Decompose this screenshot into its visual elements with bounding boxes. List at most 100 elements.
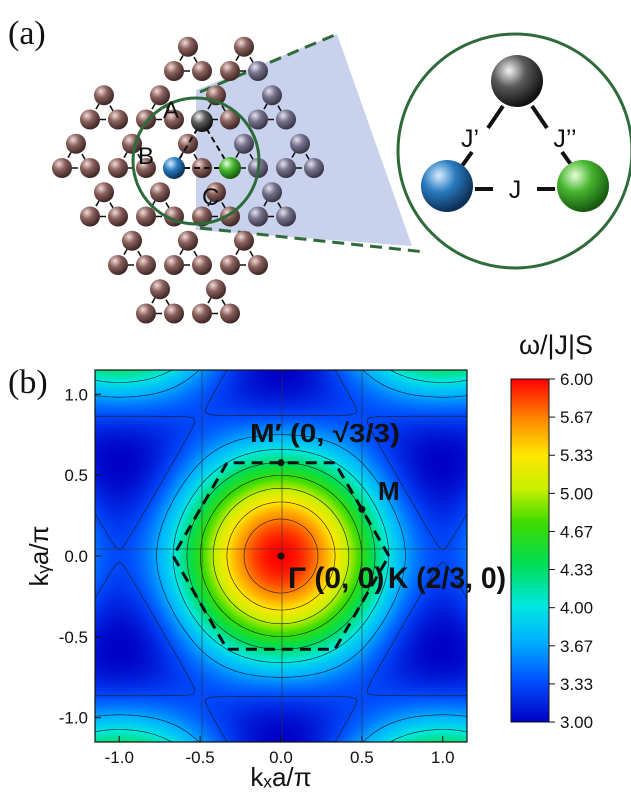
high-symmetry-point [277, 459, 285, 467]
zoom-bond-Jprime-top [486, 104, 505, 130]
panel-a: (a) A B C J’ J’’ J [8, 15, 631, 324]
kagome-site [108, 109, 128, 130]
kagome-site [248, 109, 268, 130]
kagome-site [178, 133, 198, 154]
kagome-site [108, 158, 128, 178]
zoom-bond-Jprime-bottom [460, 150, 474, 168]
unit-cell-circle [131, 96, 261, 226]
kagome-site [220, 61, 240, 82]
kagome-site [164, 254, 184, 275]
kagome-site [304, 158, 324, 178]
kagome-site [262, 182, 282, 203]
kagome-site [108, 206, 128, 227]
zoom-bond-Jpp-top [530, 104, 549, 130]
kagome-site [150, 182, 170, 203]
contour-line [212, 487, 350, 625]
kagome-site [220, 254, 240, 275]
kagome-site [276, 158, 296, 178]
kagome-site [94, 85, 114, 106]
kagome-site [80, 109, 100, 130]
kagome-site [136, 303, 156, 324]
m-prime-label: M′ (0, √3/3) [250, 418, 400, 448]
k-point-label: K (2/3, 0) [388, 562, 506, 595]
contour-line [95, 370, 467, 742]
y-axis-label: kᵧa/π [24, 526, 54, 587]
x-axis-ticks: -1.0 -0.5 0.0 0.5 1.0 [105, 736, 455, 767]
kagome-site [290, 133, 310, 154]
high-symmetry-point [277, 552, 285, 560]
colorbar-tick-label: 4.67 [560, 522, 593, 541]
colorbar-ticks: 6.00 5.67 5.33 5.00 4.67 4.33 4.00 3.67 3.33 3.00 [549, 370, 593, 732]
kagome-site [80, 158, 100, 178]
kagome-site [276, 109, 296, 130]
kagome-site [192, 254, 212, 275]
x-tick-label: 0.0 [269, 748, 293, 767]
panel-b: (b) Γ (0, 0) K (2/3, 0) M M′ (0, √3/3) -… [8, 330, 593, 792]
colorbar-tick-label: 5.67 [560, 408, 593, 427]
zoom-site-C [557, 160, 609, 212]
kagome-site [94, 182, 114, 203]
contour-line [226, 501, 336, 611]
contour-line [95, 370, 467, 742]
kagome-site [178, 36, 198, 57]
kagome-site [122, 230, 142, 251]
colorbar-tick-label: 3.67 [560, 637, 593, 656]
kagome-sites [52, 36, 324, 324]
y-tick-label: -1.0 [59, 709, 88, 728]
y-tick-label: -0.5 [59, 628, 88, 647]
site-C [219, 157, 241, 179]
coupling-J-prime: J’ [461, 125, 479, 153]
kagome-site [206, 279, 226, 300]
zoom-line-top [199, 32, 338, 94]
kagome-site [192, 158, 212, 178]
kagome-site [234, 36, 254, 57]
x-tick-label: 0.5 [350, 748, 374, 767]
kagome-site [164, 303, 184, 324]
coupling-J-double-prime: J’’ [553, 125, 576, 153]
kagome-site [234, 230, 254, 251]
site-B-label: B [138, 143, 154, 170]
zoom-site-A [491, 55, 543, 107]
contour-lines [95, 370, 467, 742]
panel-b-label: (b) [8, 364, 48, 401]
kagome-site [136, 254, 156, 275]
y-tick-label: 0.5 [64, 466, 88, 485]
site-A [191, 110, 213, 132]
kagome-site [164, 61, 184, 82]
contour-line [243, 518, 319, 594]
y-tick-label: 1.0 [64, 385, 88, 404]
kagome-site [192, 206, 212, 227]
y-tick-label: 0.0 [64, 547, 88, 566]
x-tick-label: -1.0 [105, 748, 134, 767]
kagome-site [136, 109, 156, 130]
panel-a-label: (a) [8, 15, 46, 52]
kagome-site [262, 85, 282, 106]
kagome-site [206, 182, 226, 203]
kagome-site [248, 206, 268, 227]
kagome-site [276, 206, 296, 227]
x-tick-label: -0.5 [185, 748, 214, 767]
gamma-label: Γ (0, 0) [288, 562, 384, 595]
kagome-site [164, 109, 184, 130]
x-axis-label: kₓa/π [250, 762, 311, 792]
kagome-site [80, 206, 100, 227]
zoom-site-B [421, 160, 473, 212]
colorbar-tick-label: 6.00 [560, 370, 593, 389]
kagome-site [248, 61, 268, 82]
kagome-site [150, 85, 170, 106]
colorbar-tick-label: 5.33 [560, 446, 593, 465]
kagome-site [136, 206, 156, 227]
kagome-site [234, 133, 254, 154]
coupling-J: J [509, 176, 522, 204]
kagome-site [192, 61, 212, 82]
kagome-site [66, 133, 86, 154]
colorbar-tick-label: 4.00 [560, 599, 593, 618]
kagome-site [248, 254, 268, 275]
m-point-label: M [378, 476, 400, 506]
contour-line [200, 475, 362, 637]
kagome-site [108, 254, 128, 275]
kagome-site [220, 303, 240, 324]
high-symmetry-points [277, 459, 366, 560]
colorbar-tick-label: 3.33 [560, 675, 593, 694]
